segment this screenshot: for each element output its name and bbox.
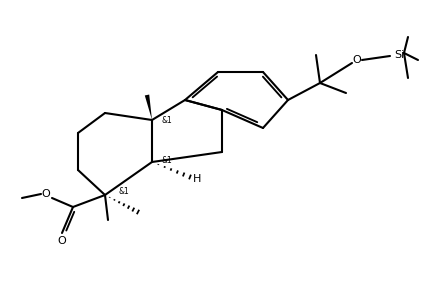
Text: Si: Si [394,50,404,60]
Text: O: O [41,189,50,199]
Text: &1: &1 [162,116,173,124]
Text: O: O [353,55,361,65]
Text: &1: &1 [162,156,173,164]
Text: H: H [193,174,201,184]
Text: &1: &1 [118,187,129,197]
Text: O: O [58,236,66,246]
Polygon shape [145,95,152,120]
